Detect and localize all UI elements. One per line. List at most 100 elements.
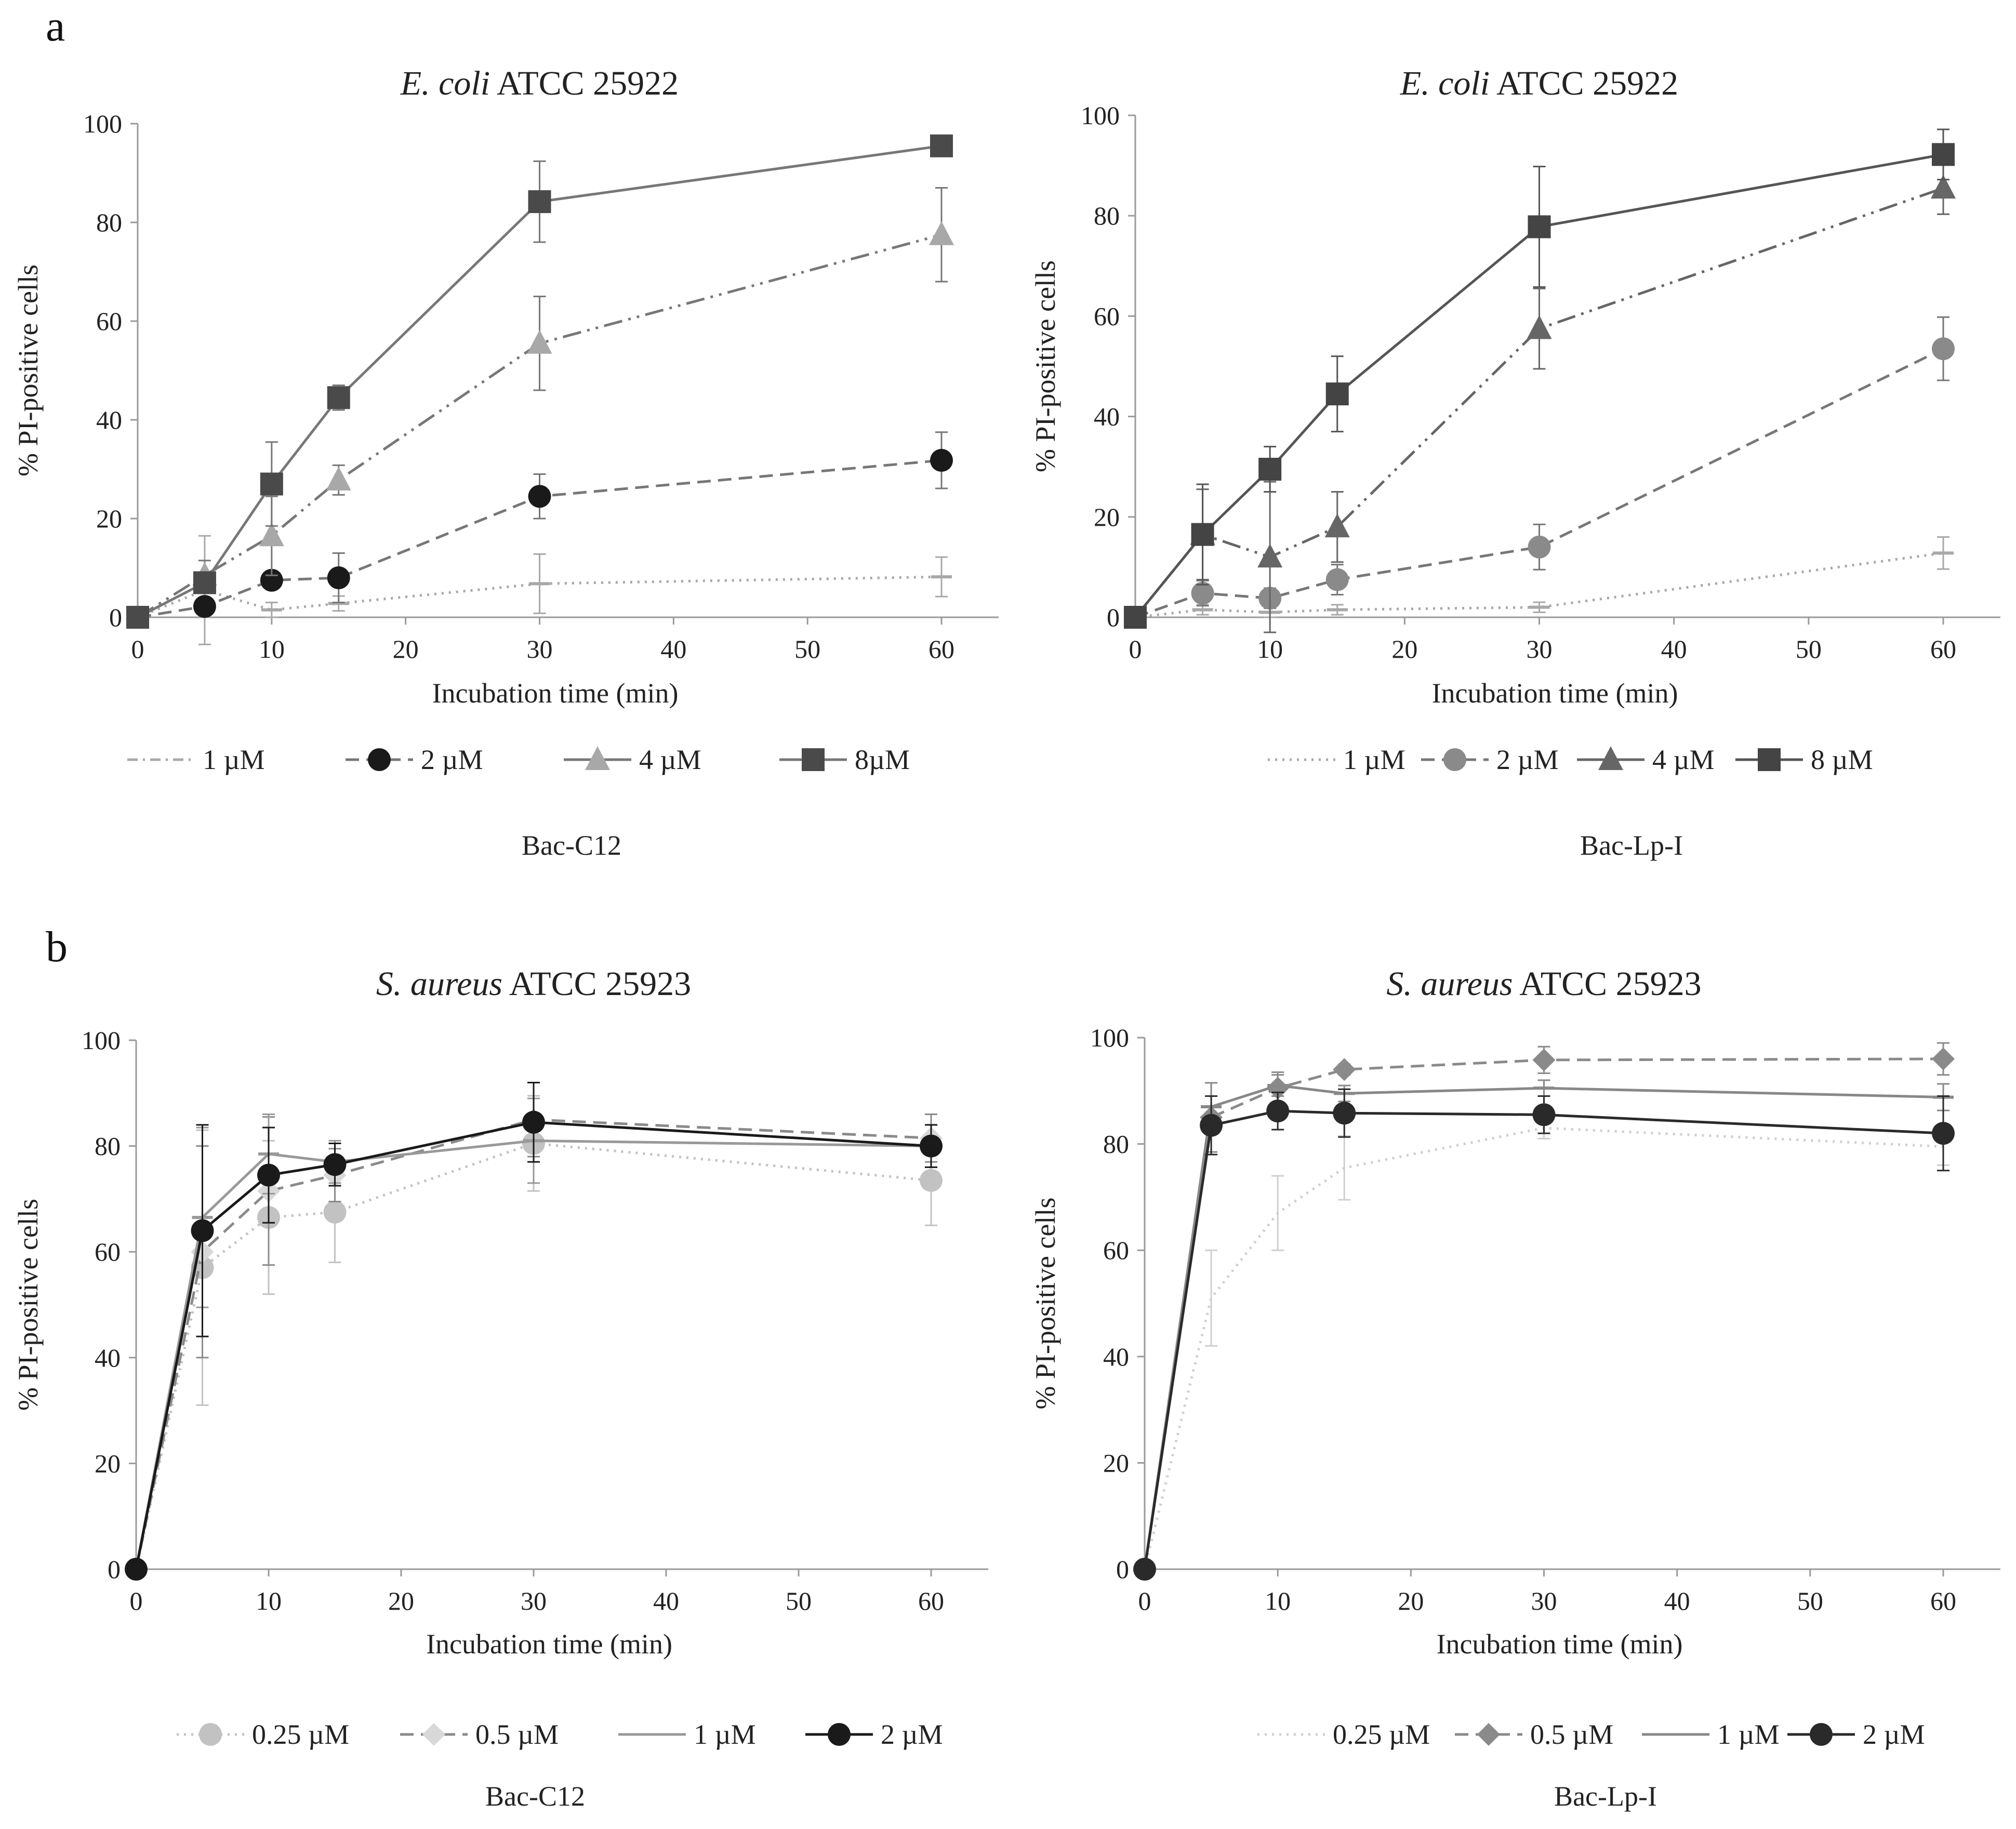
data-point — [1532, 1103, 1556, 1126]
chart-title: S. aureus ATCC 25923 — [1386, 965, 1701, 1003]
y-tick-label: 20 — [96, 504, 122, 533]
data-point — [1325, 568, 1349, 591]
x-tick-label: 10 — [1257, 634, 1283, 664]
x-axis-label: Incubation time (min) — [426, 1628, 672, 1660]
legend-label: 0.25 µM — [1333, 1719, 1430, 1750]
x-tick-label: 20 — [393, 634, 419, 664]
series-line — [135, 1139, 932, 1570]
x-tick-label: 50 — [786, 1586, 812, 1615]
data-point — [1325, 382, 1349, 406]
legend-marker — [368, 748, 391, 771]
x-tick-label: 10 — [259, 634, 285, 664]
chart-title-rest: ATCC 25922 — [490, 64, 679, 102]
data-point — [1528, 535, 1551, 559]
y-axis-label: % PI-positive cells — [1030, 1198, 1061, 1410]
x-tick-label: 0 — [1129, 634, 1142, 664]
y-tick-label: 80 — [1103, 1130, 1129, 1159]
legend-marker — [422, 1723, 445, 1746]
y-tick-label: 60 — [1103, 1236, 1129, 1265]
chart-title-italic: E. coli — [1400, 64, 1490, 102]
legend-label: 0.5 µM — [475, 1719, 559, 1750]
y-tick-label: 40 — [95, 1343, 121, 1372]
data-point — [1324, 513, 1350, 538]
legend-marker — [1758, 748, 1781, 771]
data-point — [323, 1200, 347, 1224]
y-tick-label: 80 — [95, 1132, 121, 1161]
legend-item: 1 µM — [1268, 744, 1405, 775]
legend-marker — [828, 1723, 851, 1746]
y-tick-label: 0 — [1107, 603, 1120, 632]
data-point — [327, 386, 350, 409]
data-point — [1532, 1048, 1556, 1071]
data-point — [327, 566, 350, 589]
y-tick-label: 0 — [109, 603, 122, 632]
x-tick-label: 30 — [1527, 634, 1553, 664]
data-point — [930, 134, 953, 157]
x-tick-label: 50 — [794, 634, 820, 664]
series-line — [1135, 347, 1944, 619]
data-point — [930, 448, 953, 472]
x-tick-label: 60 — [929, 634, 954, 664]
panel-label-b: b — [46, 923, 68, 971]
series-1 — [137, 535, 952, 645]
legend-label: 1 µM — [1717, 1719, 1780, 1750]
y-tick-label: 40 — [1094, 402, 1120, 431]
chart-title-italic: E. coli — [400, 64, 490, 102]
x-tick-label: 0 — [131, 634, 144, 664]
x-tick-label: 60 — [918, 1586, 944, 1615]
x-tick-label: 20 — [388, 1586, 414, 1615]
data-point — [1931, 175, 1956, 199]
legend-item: 2 µM — [1787, 1719, 1925, 1750]
series-3 — [137, 187, 954, 619]
series-4 — [126, 134, 953, 629]
data-point — [323, 1153, 347, 1176]
x-tick-label: 60 — [1930, 1586, 1956, 1615]
data-point — [191, 1219, 214, 1242]
legend-item: 0.5 µM — [1455, 1719, 1613, 1750]
y-tick-label: 20 — [1094, 502, 1120, 532]
data-point — [1932, 337, 1955, 361]
data-point — [528, 485, 551, 508]
y-tick-label: 0 — [1116, 1555, 1129, 1584]
y-tick-label: 60 — [96, 307, 122, 336]
y-tick-label: 20 — [1103, 1448, 1129, 1477]
data-point — [528, 190, 551, 214]
chart-caption: Bac-C12 — [485, 1781, 585, 1812]
y-axis-label: % PI-positive cells — [1030, 260, 1061, 472]
chart-title-rest: ATCC 25923 — [1513, 965, 1702, 1003]
x-tick-label: 30 — [521, 1586, 547, 1615]
chart-title-rest: ATCC 25923 — [502, 965, 691, 1003]
x-axis-label: Incubation time (min) — [1437, 1628, 1683, 1660]
data-point — [193, 571, 216, 594]
data-point — [1266, 1099, 1290, 1123]
series-4 — [1124, 128, 1955, 629]
x-tick-label: 10 — [1265, 1586, 1291, 1615]
data-point — [1527, 315, 1552, 339]
series-4 — [1133, 1088, 1955, 1581]
legend-item: 1 µM — [127, 744, 265, 775]
legend-marker — [802, 748, 825, 771]
x-tick-label: 50 — [1797, 1586, 1823, 1615]
data-point — [1257, 544, 1283, 568]
chart-saureus-bac-lp-i: S. aureus ATCC 25923 0 20 40 60 80 100 0 10 20 30 4… — [1030, 965, 2000, 1812]
legend-item: 2 µM — [1421, 744, 1559, 775]
series-line — [137, 233, 942, 619]
chart-title: S. aureus ATCC 25923 — [376, 965, 691, 1003]
data-point — [1528, 215, 1551, 238]
legend-label: 1 µM — [1343, 744, 1405, 775]
legend-label: 2 µM — [1496, 744, 1559, 775]
legend-marker — [585, 746, 610, 770]
series-line — [137, 575, 942, 619]
data-point — [1200, 1114, 1223, 1137]
x-axis-label: Incubation time (min) — [432, 678, 679, 709]
legend-label: 0.5 µM — [1530, 1719, 1613, 1750]
y-tick-label: 60 — [1094, 301, 1120, 330]
chart-caption: Bac-Lp-I — [1554, 1781, 1657, 1812]
series-line — [135, 1118, 932, 1570]
data-point — [1191, 581, 1214, 605]
x-tick-label: 60 — [1930, 634, 1956, 664]
data-point — [259, 522, 284, 547]
data-point — [1133, 1558, 1156, 1581]
data-point — [1333, 1058, 1356, 1081]
data-point — [527, 329, 552, 354]
